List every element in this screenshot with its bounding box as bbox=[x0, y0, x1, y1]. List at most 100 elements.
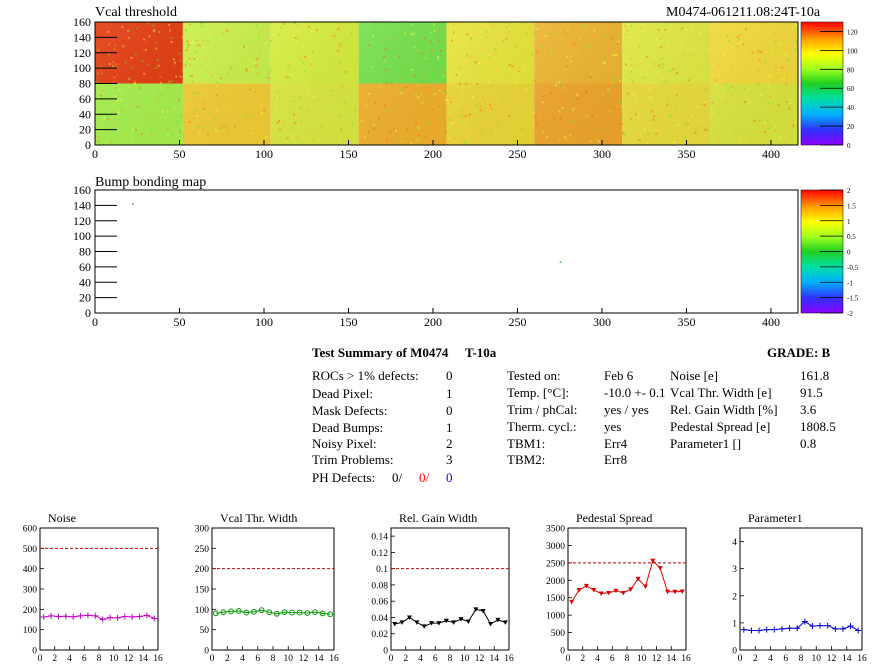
pixel-speck bbox=[279, 128, 282, 131]
pixel-speck bbox=[654, 56, 657, 59]
pixel-speck bbox=[135, 27, 138, 30]
pixel-speck bbox=[343, 101, 346, 104]
pixel-speck bbox=[255, 64, 258, 67]
pixel-speck bbox=[111, 61, 114, 64]
pixel-speck bbox=[545, 78, 548, 81]
pixel-speck bbox=[764, 121, 767, 124]
pixel-speck bbox=[372, 123, 375, 126]
data-point bbox=[839, 625, 846, 632]
pixel-speck bbox=[193, 92, 196, 95]
y-tick-label: 0 bbox=[85, 138, 91, 152]
pixel-speck bbox=[123, 37, 126, 40]
pixel-speck bbox=[790, 135, 793, 138]
pixel-speck bbox=[96, 135, 99, 138]
pixel-speck bbox=[134, 129, 137, 132]
pixel-speck bbox=[651, 110, 654, 113]
pixel-speck bbox=[677, 42, 680, 45]
pixel-speck bbox=[758, 131, 761, 134]
pixel-speck bbox=[648, 81, 651, 84]
pixel-speck bbox=[630, 118, 633, 121]
y-tick-label: 0.06 bbox=[371, 598, 388, 608]
pixel-speck bbox=[789, 101, 792, 104]
pixel-speck bbox=[102, 117, 105, 120]
pixel-speck bbox=[619, 101, 622, 104]
x-tick-label: 350 bbox=[677, 147, 695, 161]
pixel-speck bbox=[466, 54, 469, 57]
pixel-speck bbox=[773, 32, 776, 35]
pixel-speck bbox=[229, 67, 232, 70]
pixel-speck bbox=[249, 36, 252, 39]
pixel-speck bbox=[302, 46, 305, 49]
pixel-speck bbox=[590, 72, 593, 75]
x-tick-label: 6 bbox=[610, 654, 615, 664]
pixel-speck bbox=[312, 138, 315, 141]
data-point bbox=[598, 591, 604, 597]
pixel-speck bbox=[648, 107, 651, 110]
data-point bbox=[620, 590, 626, 596]
pixel-speck bbox=[576, 93, 579, 96]
pixel-speck bbox=[446, 98, 449, 101]
pixel-speck bbox=[748, 26, 751, 29]
y-tick-label: 80 bbox=[79, 77, 91, 91]
pixel-speck bbox=[766, 119, 769, 122]
pixel-speck bbox=[458, 66, 461, 69]
data-point bbox=[55, 613, 62, 620]
data-point bbox=[832, 625, 839, 632]
bump-defect-point bbox=[559, 261, 562, 263]
pixel-speck bbox=[314, 32, 317, 35]
data-point bbox=[794, 625, 801, 632]
pixel-speck bbox=[506, 94, 509, 97]
pixel-speck bbox=[134, 53, 137, 56]
pixel-speck bbox=[260, 111, 263, 114]
pixel-speck bbox=[613, 79, 616, 82]
pixel-speck bbox=[493, 139, 496, 142]
data-point bbox=[451, 620, 457, 625]
pixel-speck bbox=[220, 77, 223, 80]
pixel-speck bbox=[115, 66, 118, 69]
data-point bbox=[392, 621, 398, 627]
pixel-speck bbox=[605, 34, 608, 37]
y-tick-label: 100 bbox=[73, 229, 91, 243]
pixel-speck bbox=[726, 34, 729, 37]
pixel-speck bbox=[413, 46, 416, 49]
pixel-speck bbox=[168, 23, 171, 26]
pixel-speck bbox=[255, 58, 258, 61]
pixel-speck bbox=[206, 133, 209, 136]
pixel-speck bbox=[589, 76, 592, 79]
pixel-speck bbox=[317, 99, 320, 102]
pixel-speck bbox=[562, 86, 565, 89]
pixel-speck bbox=[438, 33, 441, 36]
pixel-speck bbox=[465, 82, 468, 85]
x-tick-label: 8 bbox=[799, 654, 804, 664]
pixel-speck bbox=[591, 115, 594, 118]
pixel-speck bbox=[429, 40, 432, 43]
pixel-speck bbox=[731, 94, 734, 97]
pixel-speck bbox=[714, 84, 717, 87]
pixel-speck bbox=[744, 28, 747, 31]
pixel-speck bbox=[464, 142, 467, 145]
pixel-speck bbox=[583, 24, 586, 27]
pixel-speck bbox=[363, 118, 366, 121]
pixel-speck bbox=[215, 81, 218, 84]
pixel-speck bbox=[304, 55, 307, 58]
pixel-speck bbox=[140, 133, 143, 136]
data-point bbox=[786, 625, 793, 632]
pixel-speck bbox=[676, 139, 679, 142]
pixel-speck bbox=[727, 39, 730, 42]
pixel-speck bbox=[179, 59, 182, 62]
pixel-speck bbox=[245, 67, 248, 70]
condition-label: TBM2: bbox=[507, 452, 546, 467]
data-point bbox=[847, 623, 854, 630]
data-point bbox=[569, 599, 575, 605]
pixel-speck bbox=[402, 76, 405, 79]
pixel-speck bbox=[774, 125, 777, 128]
pixel-speck bbox=[254, 37, 257, 40]
series-line bbox=[394, 608, 506, 627]
pixel-speck bbox=[536, 66, 539, 69]
pixel-speck bbox=[638, 139, 641, 142]
pixel-speck bbox=[239, 107, 242, 110]
pixel-speck bbox=[138, 86, 141, 89]
pixel-speck bbox=[760, 50, 763, 53]
pixel-speck bbox=[633, 93, 636, 96]
pixel-speck bbox=[617, 40, 620, 43]
